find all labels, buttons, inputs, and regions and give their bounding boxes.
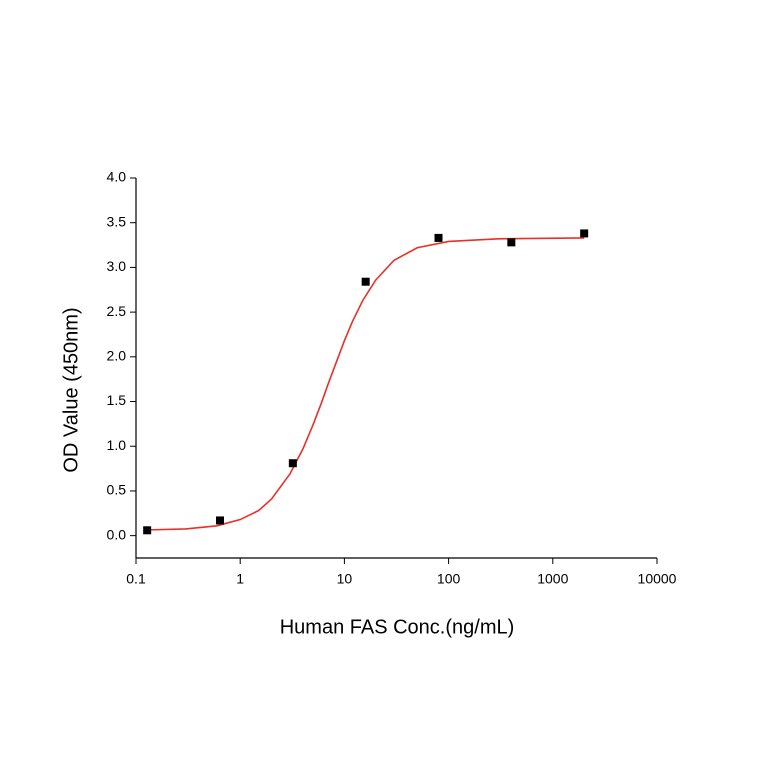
y-tick-label: 2.0 xyxy=(107,348,127,364)
fit-curve xyxy=(144,237,585,531)
y-axis-title: OD Value (450nm) xyxy=(60,307,82,472)
y-tick-label: 3.5 xyxy=(107,213,127,229)
y-tick-label: 2.5 xyxy=(107,303,127,319)
y-tick-label: 1.5 xyxy=(107,392,127,408)
data-point xyxy=(216,516,225,525)
x-tick-label: 100 xyxy=(437,571,461,587)
x-tick-label: 10000 xyxy=(638,571,677,587)
y-tick-label: 0.0 xyxy=(107,526,127,542)
y-tick-label: 0.5 xyxy=(107,482,127,498)
x-tick-label: 10 xyxy=(337,571,353,587)
data-point xyxy=(143,526,152,535)
data-point xyxy=(361,277,370,286)
x-tick-label: 1 xyxy=(236,571,244,587)
x-tick-label: 1000 xyxy=(537,571,568,587)
x-tick-label: 0.1 xyxy=(126,571,146,587)
data-point xyxy=(580,229,589,238)
data-point xyxy=(288,459,297,468)
y-tick-label: 4.0 xyxy=(107,169,127,185)
x-axis-title: Human FAS Conc.(ng/mL) xyxy=(280,616,515,638)
data-point xyxy=(434,233,443,242)
y-tick-label: 1.0 xyxy=(107,437,127,453)
data-point xyxy=(507,238,516,247)
y-tick-label: 3.0 xyxy=(107,258,127,274)
